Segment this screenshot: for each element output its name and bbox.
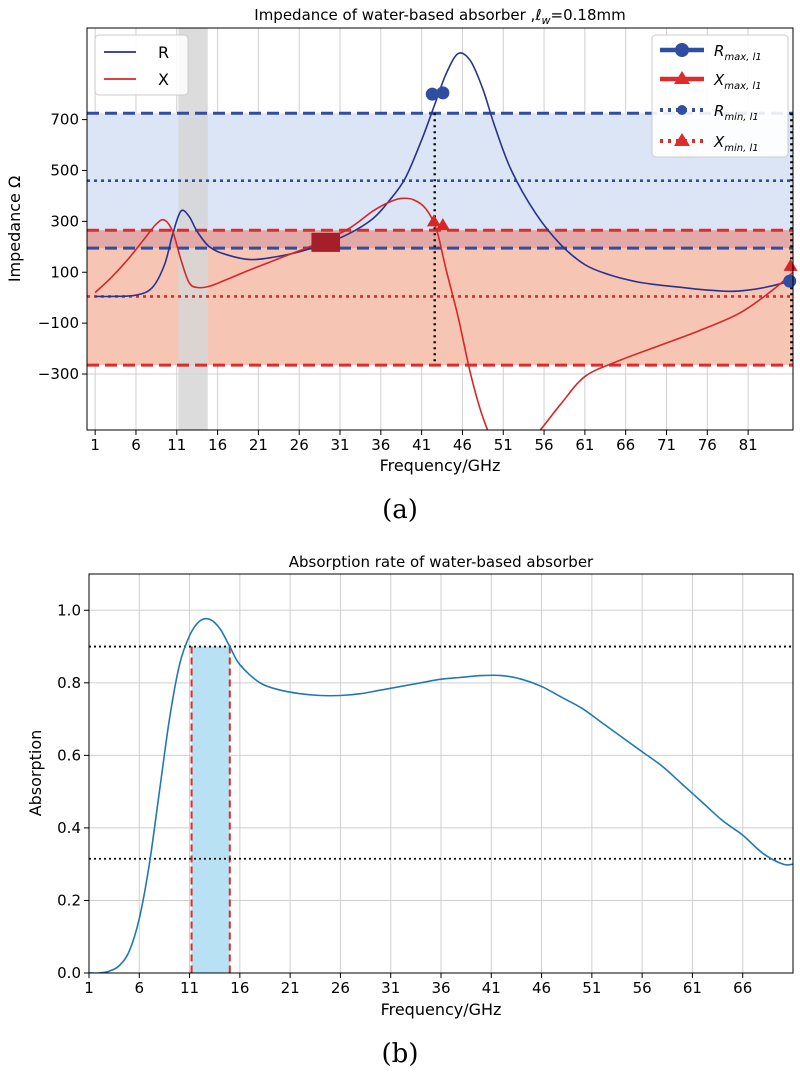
marker-circle bbox=[783, 274, 797, 288]
x-tick-label: 46 bbox=[532, 979, 551, 997]
absorption-line bbox=[89, 617, 793, 973]
x-tick-label: 81 bbox=[739, 436, 758, 454]
legend-xmin-marker bbox=[674, 133, 690, 146]
x-tick-label: 26 bbox=[290, 436, 309, 454]
absorption-x-label: Frequency/GHz bbox=[381, 1000, 502, 1019]
x-tick-label: 61 bbox=[575, 436, 594, 454]
y-tick-label: 100 bbox=[50, 263, 79, 281]
y-tick-label: −300 bbox=[38, 365, 79, 383]
series-x-line bbox=[94, 197, 793, 430]
absorption-band-fill bbox=[191, 646, 230, 973]
impedance-series bbox=[94, 52, 793, 430]
dark-red-block bbox=[311, 232, 341, 252]
x-tick-label: 16 bbox=[230, 979, 249, 997]
series-r-line bbox=[95, 52, 793, 298]
legend-rmin-marker bbox=[677, 105, 687, 115]
x-tick-label: 56 bbox=[535, 436, 554, 454]
impedance-x-label: Frequency/GHz bbox=[380, 456, 501, 475]
caption-a: (a) bbox=[382, 495, 418, 525]
x-tick-label: 61 bbox=[683, 979, 702, 997]
band-overlap bbox=[87, 230, 793, 249]
legend-rmax-marker bbox=[675, 43, 689, 57]
impedance-x-ticks: 1 6 11 16 21 26 31 36 41 46 51 56 61 66 71 76 81 bbox=[90, 430, 758, 454]
x-tick-label: 66 bbox=[616, 436, 635, 454]
x-tick-label: 71 bbox=[657, 436, 676, 454]
impedance-reference-lines bbox=[87, 111, 793, 367]
absorption-chart: 1 6 11 16 21 26 31 36 41 46 51 56 61 66 0.00.20.40.60… bbox=[26, 553, 794, 1069]
x-tick-label: 16 bbox=[208, 436, 227, 454]
legend-xmax-entry: Xmax, l1 bbox=[660, 71, 762, 92]
x-tick-label: 36 bbox=[431, 979, 450, 997]
x-tick-label: 41 bbox=[412, 436, 431, 454]
x-tick-label: 41 bbox=[482, 979, 501, 997]
legend-x-label: X bbox=[158, 70, 169, 89]
absorption-series bbox=[89, 617, 793, 973]
x-tick-label: 66 bbox=[733, 979, 752, 997]
legend-xmin-text: Xmin, l1 bbox=[713, 133, 759, 154]
x-tick-label: 76 bbox=[698, 436, 717, 454]
legend-right: Rmax, l1 Xmax, l1 Rmin, l1 Xmin, l1 bbox=[651, 34, 789, 158]
impedance-plot-frame bbox=[86, 27, 794, 431]
marker-circle bbox=[425, 87, 439, 101]
y-tick-label: 0.8 bbox=[57, 674, 81, 692]
x-tick-label: 6 bbox=[131, 436, 141, 454]
x-tick-label: 26 bbox=[331, 979, 350, 997]
absorption-title: Absorption rate of water-based absorber bbox=[289, 553, 594, 571]
y-tick-label: 300 bbox=[50, 212, 79, 230]
x-tick-label: 36 bbox=[371, 436, 390, 454]
legend-r-label: R bbox=[158, 43, 169, 62]
legend-rmax-text: Rmax, l1 bbox=[714, 42, 762, 63]
marker-triangle bbox=[426, 214, 441, 227]
x-tick-label: 46 bbox=[453, 436, 472, 454]
y-tick-label: 500 bbox=[50, 161, 79, 179]
y-tick-label: 0.6 bbox=[57, 746, 81, 764]
x-tick-label: 11 bbox=[167, 436, 186, 454]
y-tick-label: 700 bbox=[50, 111, 79, 129]
impedance-y-ticks: 700 500 300 100 −100 −300 bbox=[38, 111, 87, 383]
marker-triangle bbox=[783, 258, 798, 271]
x-tick-label: 21 bbox=[249, 436, 268, 454]
y-tick-label: 1.0 bbox=[57, 601, 81, 619]
legend-rmax-entry: Rmax, l1 bbox=[660, 42, 762, 63]
legend-rmin-entry: Rmin, l1 bbox=[660, 102, 759, 123]
absorption-y-label: Absorption bbox=[26, 730, 45, 817]
impedance-y-label: Impedance Ω bbox=[5, 176, 24, 282]
x-tick-label: 11 bbox=[180, 979, 199, 997]
legend-left: R X bbox=[94, 34, 189, 96]
y-tick-label: 0.2 bbox=[57, 891, 81, 909]
legend-xmax-marker bbox=[674, 71, 690, 84]
x-tick-label: 31 bbox=[381, 979, 400, 997]
legend-xmax-text: Xmax, l1 bbox=[713, 71, 762, 92]
x-tick-label: 51 bbox=[494, 436, 513, 454]
absorption-reference-lines bbox=[89, 645, 793, 860]
legend-right-box bbox=[651, 34, 789, 158]
y-tick-label: −100 bbox=[38, 314, 79, 332]
marker-circle bbox=[436, 86, 450, 100]
x-tick-label: 1 bbox=[84, 979, 94, 997]
absorption-band bbox=[190, 646, 231, 973]
y-tick-label: 0.4 bbox=[57, 819, 81, 837]
y-tick-label: 0.0 bbox=[57, 964, 81, 982]
x-tick-label: 51 bbox=[582, 979, 601, 997]
legend-xmin-entry: Xmin, l1 bbox=[660, 133, 759, 154]
x-tick-label: 1 bbox=[90, 436, 100, 454]
x-tick-label: 56 bbox=[633, 979, 652, 997]
impedance-title: Impedance of water-based absorber ,ℓw=0.… bbox=[254, 6, 625, 27]
legend-rmin-text: Rmin, l1 bbox=[714, 102, 759, 123]
legend-left-box bbox=[94, 34, 189, 96]
caption-b: (b) bbox=[382, 1039, 419, 1069]
absorption-y-ticks: 0.0 0.2 0.4 0.6 0.8 1.0 bbox=[57, 601, 89, 982]
x-tick-label: 21 bbox=[281, 979, 300, 997]
marker-triangle bbox=[435, 218, 450, 231]
x-tick-label: 6 bbox=[135, 979, 145, 997]
absorption-x-ticks: 1 6 11 16 21 26 31 36 41 46 51 56 61 66 bbox=[84, 973, 752, 997]
impedance-chart: 1 6 11 16 21 26 31 36 41 46 51 56 61 66 71 76 81 7005003… bbox=[5, 6, 798, 525]
x-tick-label: 31 bbox=[330, 436, 349, 454]
